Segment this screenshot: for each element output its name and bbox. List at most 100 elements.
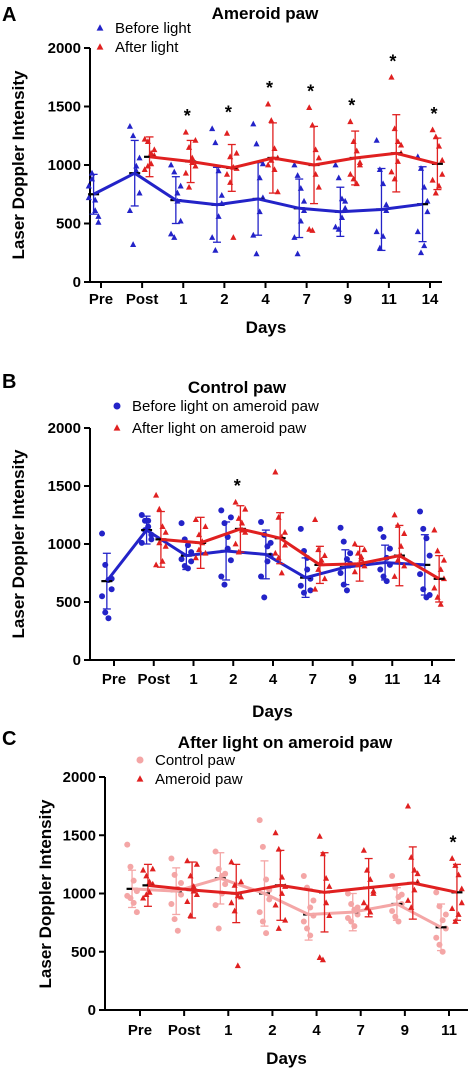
data-point [433,934,440,941]
data-point [433,889,440,896]
data-point [192,554,199,561]
data-point [389,907,396,914]
data-point [272,468,279,475]
data-point [259,160,266,167]
series-line [160,527,440,581]
data-point [398,891,405,898]
data-point [272,901,279,908]
data-point [437,600,444,607]
legend-marker [136,756,144,764]
y-tick-label: 1000 [63,886,96,903]
series-1 [141,73,446,240]
data-point [282,916,289,923]
data-point [361,562,368,569]
data-point [440,556,448,563]
data-point [404,802,412,809]
y-tick-label: 0 [73,274,81,291]
data-point [95,213,102,219]
data-point [344,890,351,897]
data-point [202,549,209,556]
data-point [126,207,133,214]
data-point [354,904,361,911]
data-point [171,234,178,240]
data-point [278,569,285,576]
data-point [321,552,328,558]
data-point [233,149,240,156]
data-point [256,817,263,824]
chart-title: Control paw [188,378,287,397]
data-point [222,881,229,888]
data-point [360,899,367,906]
legend-label: Ameroid paw [155,771,243,788]
y-tick-label: 0 [88,1002,96,1019]
legend-label: After light [115,39,179,56]
data-point [127,863,134,870]
data-point [188,558,195,565]
series-1 [153,468,448,607]
data-point [417,249,425,256]
data-point [275,925,282,931]
data-point [149,865,156,872]
panel-a: A Ameroid paw 0 500 1000 1500 2000 Pre Post 1 2 4 7 9… [2,4,446,337]
y-axis-label: Laser Doppler Intensity [36,799,55,988]
significance-star: * [225,103,232,123]
data-point [253,140,260,147]
data-point [265,161,272,168]
data-point [356,159,364,166]
data-point [223,170,231,177]
significance-star: * [234,476,241,496]
data-point [458,885,465,892]
x-tick-label: Pre [102,671,126,688]
data-point [184,898,191,905]
data-point [151,146,158,153]
data-point [148,536,155,543]
x-tick-label: Post [126,291,159,308]
x-tick-label: Pre [89,291,113,308]
data-point [272,829,279,836]
data-point [167,230,175,237]
data-point [265,100,272,107]
data-point [178,556,185,563]
data-point [414,228,421,235]
data-point [232,540,239,547]
data-point [426,552,433,559]
data-point [258,518,265,525]
significance-star: * [449,833,456,853]
data-point [212,139,219,146]
data-point [153,491,160,498]
data-point [193,860,200,867]
data-point [391,511,398,518]
data-point [130,241,137,247]
data-point [294,172,301,178]
data-point [108,586,115,593]
x-tick-label: Post [137,671,170,688]
data-point [212,848,219,855]
x-tick-label: 14 [424,671,441,688]
data-point [258,573,265,580]
y-tick-label: 2000 [48,420,81,437]
data-point [178,520,185,527]
data-point [256,909,263,916]
data-point [263,930,270,937]
x-tick-label: 2 [229,671,237,688]
data-point [377,525,384,532]
data-point [182,169,189,176]
data-point [377,566,384,573]
data-point [253,250,260,257]
data-point [351,540,358,547]
x-tick-label: 9 [344,291,352,308]
y-axis-label: Laser Doppler Intensity [9,70,28,259]
data-point [347,550,354,557]
data-point [177,217,184,224]
data-point [272,549,279,556]
data-point [306,104,313,111]
data-point [310,897,317,904]
data-point [316,833,323,839]
series-0 [99,507,433,622]
data-point [130,132,137,139]
y-tick-label: 500 [56,216,81,233]
data-point [218,573,225,580]
data-point [136,189,143,196]
data-point [434,547,441,554]
data-point [222,870,229,877]
